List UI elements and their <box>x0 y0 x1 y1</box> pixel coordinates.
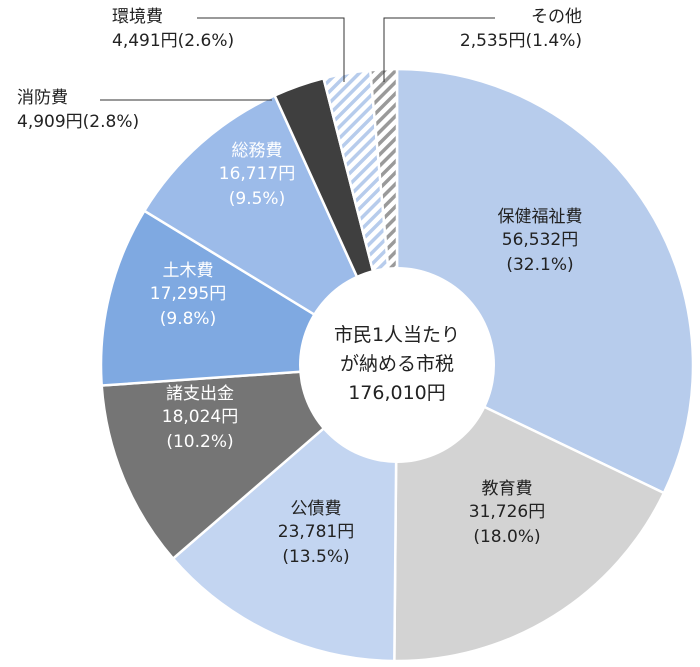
center-label-line-2: が納める市税 <box>340 353 454 375</box>
center-label-total: 176,010円 <box>348 382 446 404</box>
slice-label-name: 総務費 <box>232 141 283 161</box>
slice-label-name: 諸支出金 <box>166 384 234 404</box>
slice-label-value: 23,781円 <box>278 522 354 542</box>
center-label-line-1: 市民1人当たり <box>334 324 460 346</box>
slice-label-name: 公債費 <box>291 499 342 519</box>
slice-label-name: 環境費 <box>112 7 163 27</box>
slice-label-value: 4,909円(2.8%) <box>17 112 139 132</box>
slice-label-percent: (10.2%) <box>166 432 233 452</box>
slice-label-value: 16,717円 <box>219 164 295 184</box>
slice-label: その他 2,535円(1.4%) <box>460 7 582 51</box>
slice-label: 保健福祉費 56,532円 (32.1%) <box>498 207 583 275</box>
slice-label-name: 保健福祉費 <box>498 207 583 227</box>
slice-label: 環境費 4,491円(2.6%) <box>112 7 234 51</box>
slice-label-percent: (18.0%) <box>473 527 540 547</box>
slice-label-percent: (13.5%) <box>282 547 349 567</box>
slice-label-name: 教育費 <box>482 479 533 499</box>
slice-label: 総務費 16,717円 (9.5%) <box>219 141 295 209</box>
slice-label-name: 消防費 <box>17 88 68 108</box>
slice-label-name: 土木費 <box>163 261 214 281</box>
leader-line <box>197 17 345 82</box>
slice-label: 消防費 4,909円(2.8%) <box>17 88 139 132</box>
center-label: 市民1人当たり が納める市税 176,010円 <box>334 324 460 404</box>
slice-label-value: 4,491円(2.6%) <box>112 31 234 51</box>
slice-label-value: 18,024円 <box>162 407 238 427</box>
slice-label-percent: (9.5%) <box>229 189 285 209</box>
slice-label: 公債費 23,781円 (13.5%) <box>278 499 354 567</box>
slice-label-percent: (32.1%) <box>506 255 573 275</box>
center-hole <box>299 267 495 463</box>
slice-label: 教育費 31,726円 (18.0%) <box>469 479 545 547</box>
pie-slice <box>393 363 666 663</box>
slice-label: 諸支出金 18,024円 (10.2%) <box>162 384 238 452</box>
slice-label-value: 2,535円(1.4%) <box>460 31 582 51</box>
leader-lines <box>100 17 495 101</box>
slice-label-value: 56,532円 <box>502 230 578 250</box>
slice-label-percent: (9.8%) <box>160 309 216 329</box>
slice-label-value: 31,726円 <box>469 502 545 522</box>
leader-line <box>383 17 495 82</box>
slice-label-value: 17,295円 <box>150 284 226 304</box>
slice-labels: 保健福祉費 56,532円 (32.1%) 教育費 31,726円 (18.0%) 公債費 2… <box>17 7 583 567</box>
slice-label: 土木費 17,295円 (9.8%) <box>150 261 226 329</box>
slice-label-name: その他 <box>531 7 582 27</box>
